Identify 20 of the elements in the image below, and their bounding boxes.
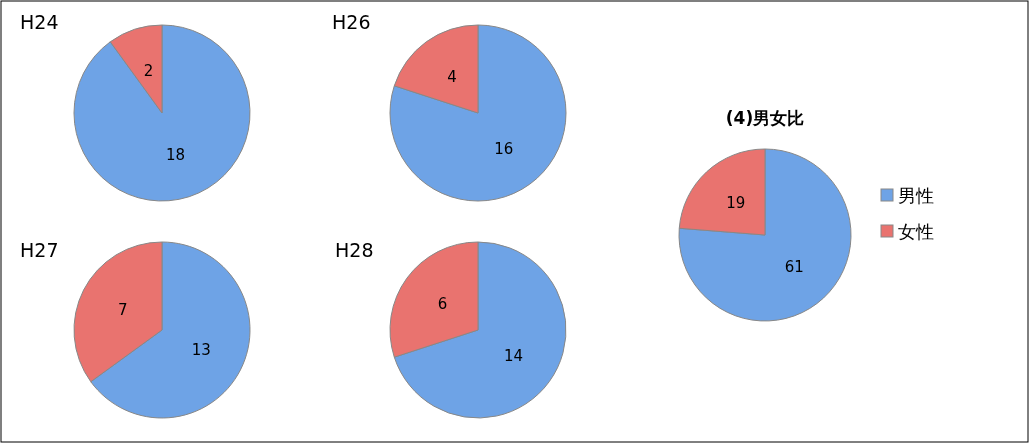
data-label: 19: [726, 194, 746, 213]
legend-label: 男性: [898, 185, 934, 206]
chart-title: H27: [20, 239, 59, 261]
data-label: 18: [166, 145, 186, 164]
pie-slice: [393, 241, 567, 419]
chart-title: (4)男女比: [725, 108, 805, 128]
legend-label: 女性: [898, 221, 934, 242]
data-label: 7: [118, 301, 128, 320]
chart-title: H28: [335, 239, 374, 261]
data-label: 6: [437, 295, 448, 314]
chart-title: H24: [20, 11, 59, 33]
data-label: 61: [784, 257, 804, 276]
pie-slice: [389, 24, 567, 202]
data-label: 2: [143, 62, 154, 81]
pie-slice: [73, 24, 251, 202]
data-label: 13: [191, 340, 211, 359]
data-label: 14: [504, 346, 524, 365]
chart-title: H26: [332, 11, 371, 33]
data-label: 16: [494, 139, 514, 158]
data-label: 4: [447, 68, 457, 87]
